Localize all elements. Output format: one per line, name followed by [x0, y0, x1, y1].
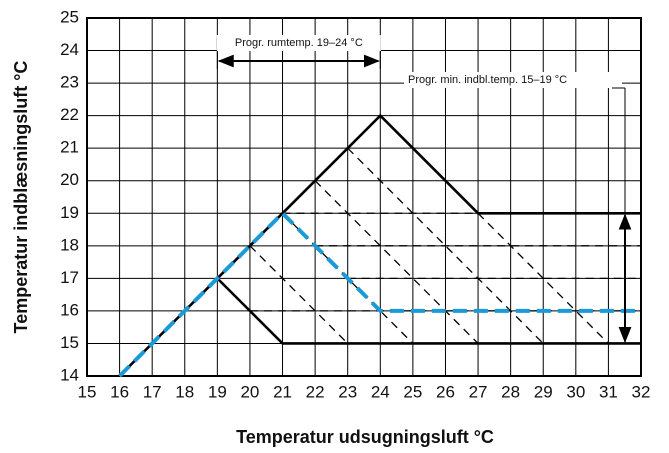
x-tick-label: 21 [273, 382, 292, 401]
x-tick-label: 31 [599, 382, 618, 401]
x-tick-label: 22 [306, 382, 325, 401]
x-tick-label: 28 [501, 382, 520, 401]
y-axis-title: Temperatur indblæsningsluft °C [11, 61, 31, 334]
y-tick-label: 20 [60, 170, 79, 189]
label-bg [216, 35, 381, 51]
x-axis-title: Temperatur udsugningsluft °C [236, 427, 494, 447]
plot-frame [86, 17, 642, 377]
x-tick-label: 30 [566, 382, 585, 401]
y-tick-label: 24 [60, 40, 79, 59]
x-tick-label: 24 [371, 382, 390, 401]
x-tick-label: 15 [78, 382, 97, 401]
y-tick-label: 16 [60, 300, 79, 319]
x-tick-label: 27 [469, 382, 488, 401]
x-tick-label: 20 [240, 382, 259, 401]
x-tick-label: 18 [175, 382, 194, 401]
x-tick-label: 32 [632, 382, 651, 401]
y-tick-label: 21 [60, 138, 79, 157]
y-tick-label: 15 [60, 333, 79, 352]
annotation: Progr. rumtemp. 19–24 °C [235, 37, 363, 49]
y-tick-label: 22 [60, 105, 79, 124]
x-tick-label: 17 [143, 382, 162, 401]
line [118, 113, 641, 377]
line [216, 277, 641, 345]
y-tick-label: 23 [60, 73, 79, 92]
y-tick-label: 18 [60, 235, 79, 254]
x-tick-label: 19 [208, 382, 227, 401]
x-tick-label: 16 [110, 382, 129, 401]
y-tick-label: 14 [60, 365, 79, 384]
y-tick-label: 25 [60, 7, 79, 26]
x-tick-label: 23 [338, 382, 357, 401]
y-tick-label: 19 [60, 203, 79, 222]
y-tick-label: 17 [60, 268, 79, 287]
highlight-line [118, 210, 641, 378]
x-tick-label: 25 [403, 382, 422, 401]
x-tick-label: 26 [436, 382, 455, 401]
label-bg [404, 72, 622, 88]
annotation: Progr. min. indbl.temp. 15–19 °C [408, 74, 567, 86]
x-tick-label: 29 [534, 382, 553, 401]
